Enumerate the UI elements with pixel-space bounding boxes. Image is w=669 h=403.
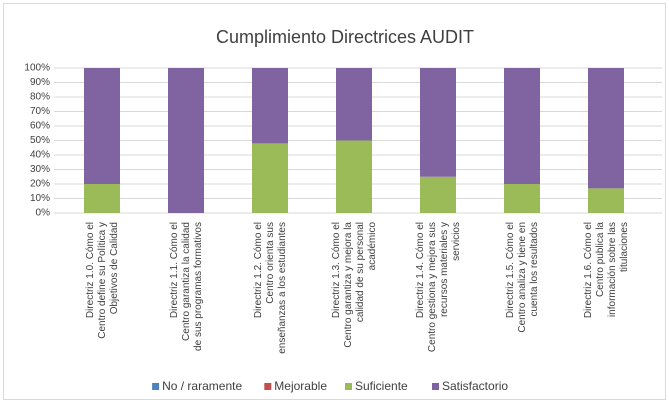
y-tick-label: 0% <box>36 208 51 219</box>
legend-label: Mejorable <box>274 379 327 393</box>
bar-segment <box>84 184 120 213</box>
legend-swatch <box>432 383 439 390</box>
y-tick-label: 40% <box>30 150 50 161</box>
bar-segment <box>588 188 624 213</box>
chart-title: Cumplimiento Directrices AUDIT <box>216 27 474 47</box>
legend-swatch <box>264 383 272 390</box>
bar-segment <box>252 143 288 213</box>
bar-segment <box>420 176 456 213</box>
bar-segment <box>504 68 540 184</box>
legend-swatch <box>345 383 352 390</box>
x-tick-label: Directriz 1.5. Cómo elCentro analiza y t… <box>505 222 540 333</box>
legend-label: No / raramente <box>162 379 242 393</box>
legend-swatch <box>152 383 160 390</box>
y-tick-label: 60% <box>30 121 50 132</box>
legend-label: Suficiente <box>355 379 408 393</box>
x-tick-label: Directriz 1.2. Cómo elCentro orienta sus… <box>253 222 288 354</box>
bar-segment <box>504 184 540 213</box>
y-tick-label: 70% <box>30 106 50 117</box>
bar-segment <box>84 68 120 184</box>
bar-segment <box>588 68 624 189</box>
x-tick-label: Directriz 1.3. Cómo elCentro garantiza y… <box>331 222 378 348</box>
bar-segment <box>252 68 288 144</box>
x-tick-label: Directriz 1.1. Cómo elCentro garantiza l… <box>169 222 204 351</box>
y-tick-label: 20% <box>30 179 50 190</box>
y-tick-label: 30% <box>30 164 50 175</box>
bar-segment <box>168 68 204 213</box>
x-tick-label: Directriz 1.0. Cómo elCentro define su P… <box>85 222 120 339</box>
bar-segment <box>420 68 456 177</box>
y-tick-label: 50% <box>30 135 50 146</box>
bar-segment <box>336 68 372 141</box>
bar-segment <box>336 140 372 213</box>
y-tick-label: 90% <box>30 77 50 88</box>
y-tick-label: 80% <box>30 92 50 103</box>
y-tick-label: 100% <box>24 63 50 74</box>
legend-label: Satisfactorio <box>442 379 508 393</box>
y-tick-label: 10% <box>30 193 50 204</box>
x-tick-label: Directriz 1.6. Cómo elCentro publica lai… <box>583 222 630 319</box>
x-tick-label: Directriz 1.4. Cómo elCentro gestiona y … <box>415 222 462 352</box>
